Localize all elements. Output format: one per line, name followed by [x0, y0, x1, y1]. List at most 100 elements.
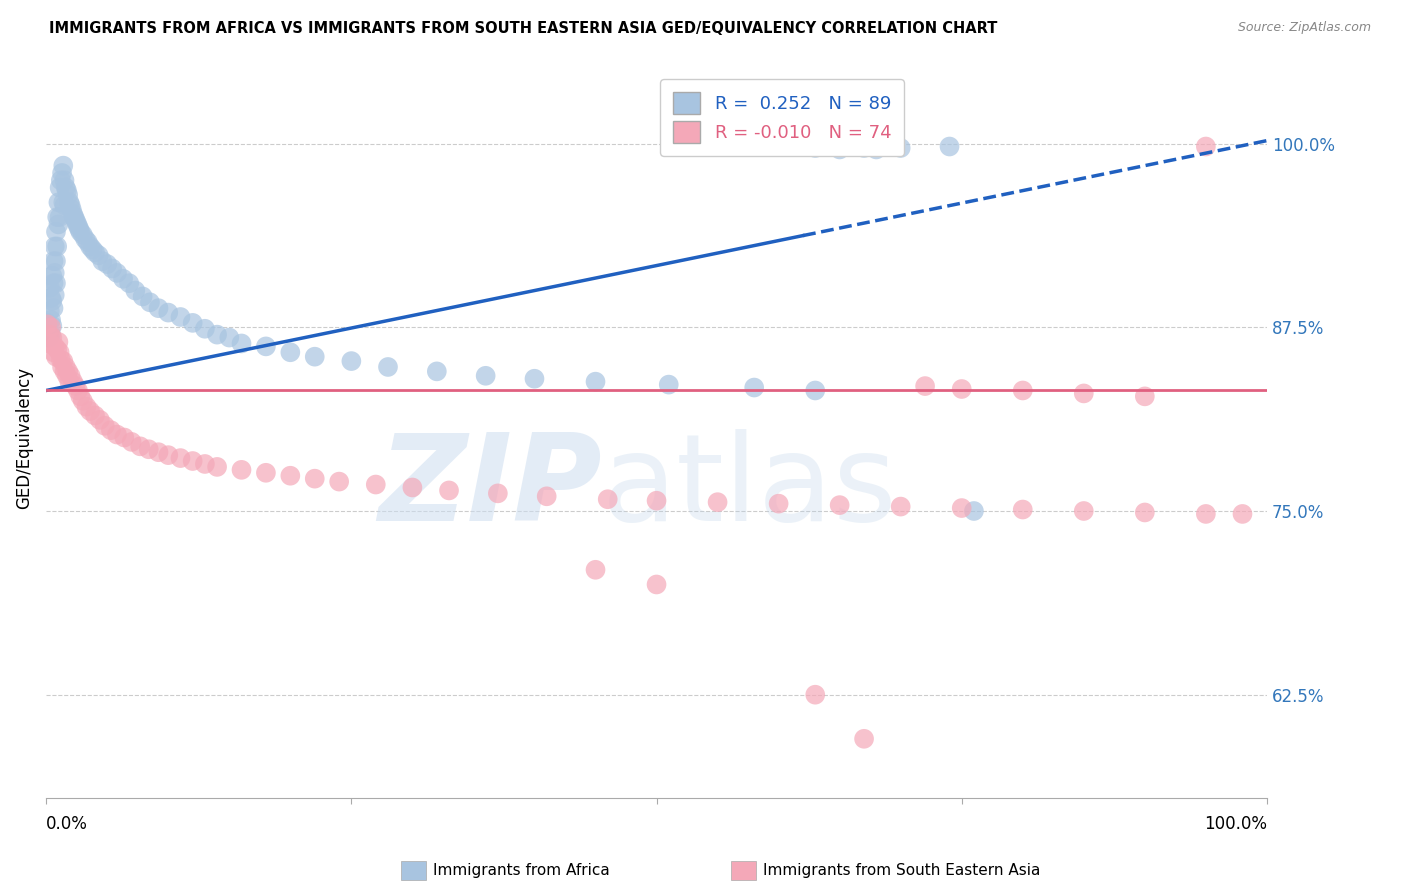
Point	[181, 454, 204, 468]
Point	[51, 166, 73, 180]
Point	[231, 463, 253, 477]
Point	[59, 198, 82, 212]
Point	[828, 143, 851, 157]
Point	[523, 372, 546, 386]
Text: Immigrants from South Eastern Asia: Immigrants from South Eastern Asia	[763, 863, 1040, 878]
Point	[37, 316, 59, 330]
Point	[42, 276, 65, 290]
Point	[105, 427, 128, 442]
Point	[72, 393, 94, 408]
Point	[42, 345, 65, 359]
Point	[706, 495, 728, 509]
Legend: R =  0.252   N = 89, R = -0.010   N = 74: R = 0.252 N = 89, R = -0.010 N = 74	[661, 79, 904, 156]
Text: Source: ZipAtlas.com: Source: ZipAtlas.com	[1237, 21, 1371, 34]
Point	[474, 368, 496, 383]
Point	[804, 384, 827, 398]
Point	[45, 350, 67, 364]
Point	[51, 359, 73, 374]
Point	[1133, 506, 1156, 520]
Point	[56, 184, 79, 198]
Point	[39, 320, 62, 334]
Point	[181, 316, 204, 330]
Point	[49, 173, 72, 187]
Text: Immigrants from Africa: Immigrants from Africa	[433, 863, 610, 878]
Point	[45, 225, 67, 239]
Point	[56, 188, 79, 202]
Y-axis label: GED/Equivalency: GED/Equivalency	[15, 367, 32, 508]
Point	[254, 466, 277, 480]
Point	[118, 276, 141, 290]
Point	[828, 498, 851, 512]
Point	[364, 477, 387, 491]
Point	[41, 318, 63, 333]
Point	[157, 305, 180, 319]
Point	[1011, 502, 1033, 516]
Point	[841, 139, 863, 153]
Point	[37, 318, 59, 332]
Point	[38, 280, 60, 294]
Point	[914, 379, 936, 393]
Point	[52, 195, 75, 210]
Point	[278, 345, 301, 359]
Point	[486, 486, 509, 500]
Point	[768, 497, 790, 511]
Point	[950, 382, 973, 396]
Point	[48, 218, 70, 232]
Point	[39, 291, 62, 305]
Point	[853, 141, 876, 155]
Point	[67, 222, 90, 236]
Point	[112, 430, 135, 444]
Point	[48, 345, 70, 359]
Point	[742, 380, 765, 394]
Point	[890, 141, 912, 155]
Point	[76, 400, 98, 414]
Point	[46, 343, 69, 357]
Point	[157, 448, 180, 462]
Point	[94, 418, 117, 433]
Point	[52, 159, 75, 173]
Point	[148, 301, 170, 315]
Point	[328, 475, 350, 489]
Point	[38, 330, 60, 344]
Point	[46, 239, 69, 253]
Point	[49, 352, 72, 367]
Point	[75, 232, 97, 246]
Text: 0.0%: 0.0%	[46, 815, 89, 833]
Point	[53, 173, 76, 187]
Point	[804, 688, 827, 702]
Point	[1073, 504, 1095, 518]
Point	[44, 339, 66, 353]
Point	[169, 310, 191, 324]
Point	[38, 304, 60, 318]
Point	[39, 327, 62, 342]
Point	[53, 364, 76, 378]
Point	[69, 225, 91, 239]
Point	[194, 322, 217, 336]
Point	[44, 288, 66, 302]
Point	[45, 276, 67, 290]
Point	[585, 563, 607, 577]
Point	[437, 483, 460, 498]
Point	[1133, 389, 1156, 403]
Point	[865, 143, 887, 157]
Point	[55, 359, 77, 374]
Text: IMMIGRANTS FROM AFRICA VS IMMIGRANTS FROM SOUTH EASTERN ASIA GED/EQUIVALENCY COR: IMMIGRANTS FROM AFRICA VS IMMIGRANTS FRO…	[49, 21, 998, 36]
Point	[536, 489, 558, 503]
Point	[218, 330, 240, 344]
Point	[950, 501, 973, 516]
Point	[138, 442, 160, 457]
Point	[231, 336, 253, 351]
Point	[76, 235, 98, 249]
Point	[596, 492, 619, 507]
Point	[62, 375, 84, 389]
Text: ZIP: ZIP	[378, 429, 602, 547]
Point	[66, 216, 89, 230]
Point	[148, 445, 170, 459]
Point	[121, 434, 143, 449]
Point	[38, 327, 60, 342]
Point	[89, 413, 111, 427]
Point	[65, 213, 87, 227]
Point	[55, 180, 77, 194]
Point	[38, 336, 60, 351]
Point	[56, 368, 79, 383]
